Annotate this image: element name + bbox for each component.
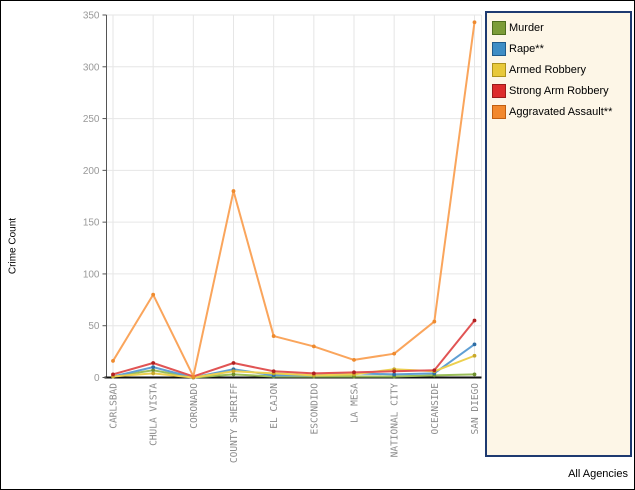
data-point-aggravated-assault [352,357,356,362]
data-point-strong-arm-robbery [271,369,276,374]
legend-label: Aggravated Assault** [509,105,613,118]
data-point-aggravated-assault [231,189,236,193]
x-category-label-el-cajon: EL CAJON [269,383,280,429]
data-point-aggravated-assault [151,292,156,297]
data-point-strong-arm-robbery [151,361,156,365]
x-category-label-county-sheriff: COUNTY SHERIFF [229,383,240,463]
data-point-rape [472,342,477,347]
legend-swatch-aggravated-assault [492,105,506,119]
series-line-rape [112,343,476,379]
x-category-label-la-mesa: LA MESA [350,383,361,423]
series-line-strong-arm-robbery [112,319,476,378]
y-tick-label: 50 [88,321,100,332]
data-point-strong-arm-robbery [231,361,236,365]
data-point-strong-arm-robbery [472,318,477,323]
x-category-label-oceanside: OCEANSIDE [430,383,441,435]
series-line-murder [112,369,476,379]
legend-label: Strong Arm Robbery [509,84,609,97]
y-tick-label: 200 [83,166,100,177]
data-point-murder [472,372,477,377]
legend-label: Murder [509,21,544,34]
data-point-aggravated-assault [432,319,437,324]
legend-label: Armed Robbery [509,63,587,76]
data-point-strong-arm-robbery [432,368,437,373]
y-tick-label: 150 [83,218,100,229]
legend-panel: Murder Rape** Armed Robbery Strong Arm Robb… [485,11,632,457]
x-category-label-carlsbad: CARLSBAD [109,383,120,429]
legend-item-aggravated-assault: Aggravated Assault** [492,104,625,120]
data-point-armed-robbery [151,371,156,376]
y-axis-title: Crime Count [7,217,19,275]
x-category-label-chula-vista: CHULA VISTA [149,383,160,446]
legend-item-rape: Rape** [492,41,625,57]
y-tick-label: 250 [83,114,100,125]
data-point-murder [151,368,156,373]
x-category-label-national-city: NATIONAL CITY [390,383,401,458]
data-point-strong-arm-robbery [392,369,397,374]
data-point-armed-robbery [472,353,477,358]
series-line-aggravated-assault [112,21,476,378]
y-tick-label: 100 [83,269,100,280]
x-category-label-san-diego: SAN DIEGO [470,383,481,435]
data-point-strong-arm-robbery [352,370,356,375]
legend-item-armed-robbery: Armed Robbery [492,62,625,78]
x-category-label-coronado: CORONADO [189,383,200,429]
legend-item-murder: Murder [492,20,625,36]
data-point-aggravated-assault [271,334,276,338]
data-point-aggravated-assault [472,20,477,25]
y-tick-label: 0 [94,373,100,384]
data-point-strong-arm-robbery [311,371,316,376]
data-point-aggravated-assault [311,344,316,349]
data-point-aggravated-assault [111,359,115,363]
legend-item-strong-arm-robbery: Strong Arm Robbery [492,83,625,99]
data-point-rape [151,365,156,370]
data-point-aggravated-assault [191,374,196,379]
legend-label: Rape** [509,42,544,55]
x-category-label-escondido: ESCONDIDO [309,383,320,435]
data-point-rape [392,372,397,377]
data-point-strong-arm-robbery [111,372,115,377]
legend-swatch-strong-arm-robbery [492,84,506,98]
legend-swatch-murder [492,21,506,35]
legend-swatch-armed-robbery [492,63,506,77]
data-point-armed-robbery [231,369,236,374]
y-tick-label: 300 [83,62,100,73]
y-tick-label: 350 [83,11,100,22]
data-point-aggravated-assault [392,351,397,356]
agency-scope-label: All Agencies [568,468,628,480]
legend-swatch-rape [492,42,506,56]
data-point-murder [231,372,236,377]
